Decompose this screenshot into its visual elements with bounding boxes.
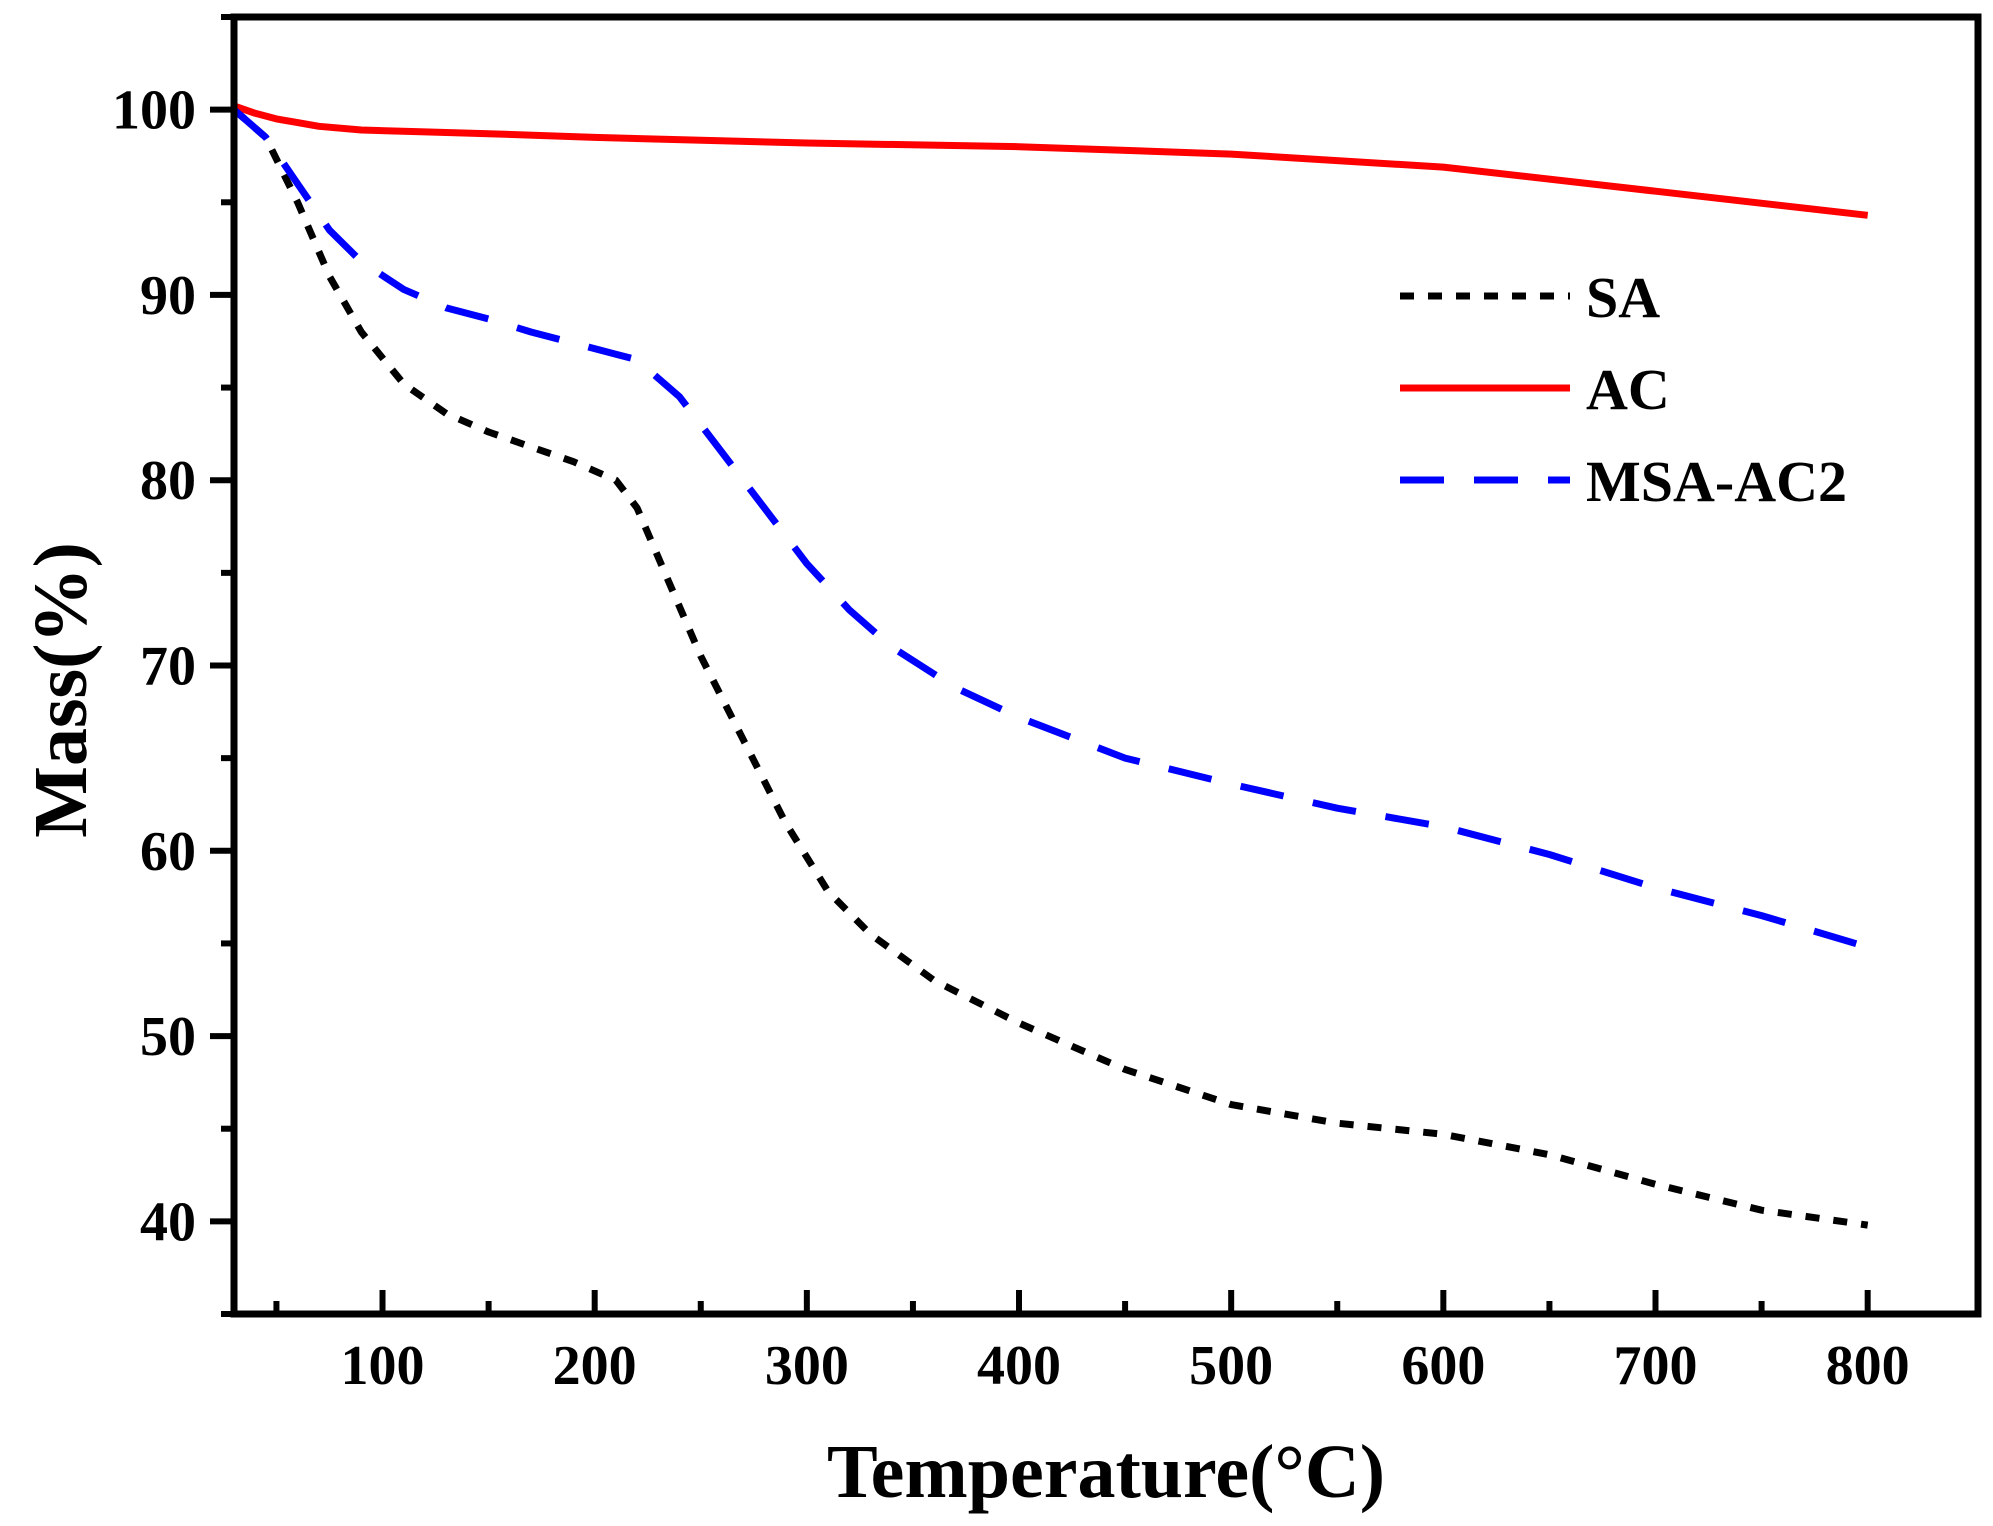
series-line-sa: [231, 106, 1869, 1229]
x-tick-label: 100: [341, 1335, 425, 1397]
legend-label-ac: AC: [1586, 357, 1670, 422]
x-tick-label: 800: [1826, 1335, 1910, 1397]
legend: SA AC MSA-AC2: [1400, 265, 1847, 514]
y-axis-title: Mass(%): [19, 542, 103, 838]
y-tick-label: 50: [140, 1006, 196, 1068]
y-tick-label: 70: [140, 636, 196, 698]
y-tick-label: 100: [112, 80, 196, 142]
x-axis-title: Temperature(°C): [827, 1430, 1385, 1514]
ticks-layer: [210, 14, 1871, 1317]
y-tick-label: 60: [140, 821, 196, 883]
y-tick-label: 90: [140, 265, 196, 327]
x-tick-label: 600: [1401, 1335, 1485, 1397]
tick-labels-layer: 100 200 300 400 500 600 700 800 40 50 60 70 80 90 100: [112, 80, 1910, 1397]
series-line-msa-ac2: [231, 106, 1869, 951]
x-tick-label: 300: [765, 1335, 849, 1397]
y-tick-label: 40: [140, 1191, 196, 1253]
x-tick-label: 500: [1189, 1335, 1273, 1397]
legend-label-msa-ac2: MSA-AC2: [1586, 449, 1847, 514]
x-tick-label: 400: [977, 1335, 1061, 1397]
series-layer: [231, 102, 1869, 1229]
legend-label-sa: SA: [1586, 265, 1660, 330]
series-line-ac: [232, 102, 1869, 219]
x-tick-label: 200: [553, 1335, 637, 1397]
x-tick-label: 700: [1614, 1335, 1698, 1397]
y-tick-label: 80: [140, 450, 196, 512]
